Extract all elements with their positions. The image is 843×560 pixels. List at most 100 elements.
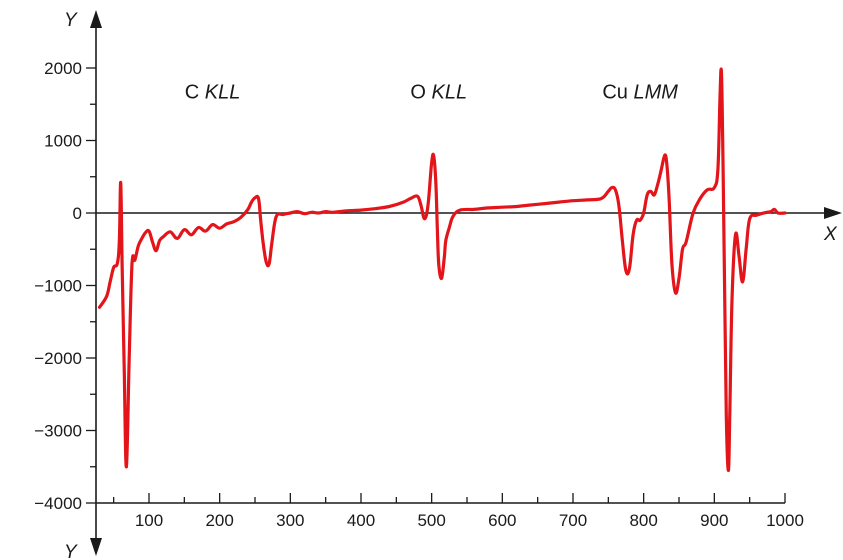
data-point — [727, 469, 729, 471]
data-point — [784, 212, 786, 214]
data-point — [770, 210, 772, 212]
data-point — [657, 183, 659, 185]
data-point — [360, 209, 362, 211]
data-point — [625, 270, 627, 272]
data-point — [600, 197, 602, 199]
data-point — [611, 186, 613, 188]
x-tick-label: 100 — [135, 511, 163, 530]
data-point — [572, 200, 574, 202]
x-axis-arrow — [824, 207, 842, 219]
x-axis-ticks: 100 200 300 400 500 600 700 800 900 1000 — [113, 493, 804, 530]
data-point — [473, 208, 475, 210]
data-point — [176, 237, 178, 239]
data-point — [158, 239, 160, 241]
x-tick-label: 800 — [629, 511, 657, 530]
data-point — [296, 210, 298, 212]
data-point — [162, 236, 164, 238]
y-axis-ticks: 2000 1000 0 −1000 −2000 −3000 −4000 — [34, 59, 96, 513]
data-point — [260, 219, 262, 221]
data-point — [706, 189, 708, 191]
data-point — [374, 208, 376, 210]
y-tick-label: −1000 — [34, 277, 82, 296]
data-point — [749, 218, 751, 220]
data-point — [678, 277, 680, 279]
data-point — [722, 147, 724, 149]
data-point — [303, 213, 305, 215]
data-point — [257, 197, 259, 199]
data-point — [650, 190, 652, 192]
data-point — [128, 357, 130, 359]
data-point — [643, 212, 645, 214]
data-point — [125, 466, 127, 468]
data-point — [268, 263, 270, 265]
data-point — [116, 263, 118, 265]
data-point — [262, 244, 264, 246]
data-point — [254, 197, 256, 199]
data-point — [250, 201, 252, 203]
y-tick-label: 0 — [73, 204, 82, 223]
data-point — [271, 241, 273, 243]
data-point — [219, 227, 221, 229]
data-point — [436, 226, 438, 228]
data-point — [438, 263, 440, 265]
data-point — [666, 165, 668, 167]
data-point — [713, 186, 715, 188]
y-axis-label-negative: Y — [64, 542, 78, 560]
data-point — [409, 197, 411, 199]
data-point — [646, 194, 648, 196]
data-point — [275, 215, 277, 217]
data-point — [433, 155, 435, 157]
y-tick-label: 1000 — [44, 132, 82, 151]
x-tick-label: 200 — [205, 511, 233, 530]
data-point — [618, 205, 620, 207]
data-point — [240, 216, 242, 218]
data-point — [388, 205, 390, 207]
data-point — [121, 263, 123, 265]
data-point — [443, 255, 445, 257]
x-tick-label: 900 — [700, 511, 728, 530]
annotation-transition: KLL — [205, 81, 241, 103]
data-point — [423, 218, 425, 220]
data-point — [671, 263, 673, 265]
data-point — [674, 292, 676, 294]
y-axis-arrow-up — [90, 10, 102, 28]
x-tick-label: 600 — [488, 511, 516, 530]
y-tick-label: −2000 — [34, 349, 82, 368]
data-point — [427, 203, 429, 205]
data-point — [738, 255, 740, 257]
data-point — [98, 306, 100, 308]
data-point — [515, 205, 517, 207]
data-point — [544, 202, 546, 204]
x-tick-label: 400 — [347, 511, 375, 530]
data-point — [120, 181, 122, 183]
axes — [90, 10, 842, 556]
data-point — [685, 241, 687, 243]
data-point — [614, 189, 616, 191]
data-point — [131, 263, 133, 265]
data-point — [692, 212, 694, 214]
data-point — [197, 226, 199, 228]
y-axis-label: Y — [64, 10, 78, 31]
peak-annotation: O KLL — [410, 81, 467, 103]
y-tick-label: −4000 — [34, 494, 82, 513]
data-point — [134, 259, 136, 261]
data-point — [558, 201, 560, 203]
peak-annotation: C KLL — [185, 81, 241, 103]
data-point — [723, 255, 725, 257]
data-point — [204, 230, 206, 232]
data-point — [681, 248, 683, 250]
x-tick-label: 1000 — [766, 511, 804, 530]
annotation-element: Cu — [602, 81, 628, 103]
data-point — [109, 281, 111, 283]
data-point — [183, 229, 185, 231]
y-tick-label: 2000 — [44, 59, 82, 78]
data-point — [653, 194, 655, 196]
data-point — [118, 241, 120, 243]
data-point — [289, 212, 291, 214]
data-point — [155, 250, 157, 252]
data-point — [607, 190, 609, 192]
data-point — [756, 214, 758, 216]
data-point — [416, 195, 418, 197]
data-point — [668, 197, 670, 199]
